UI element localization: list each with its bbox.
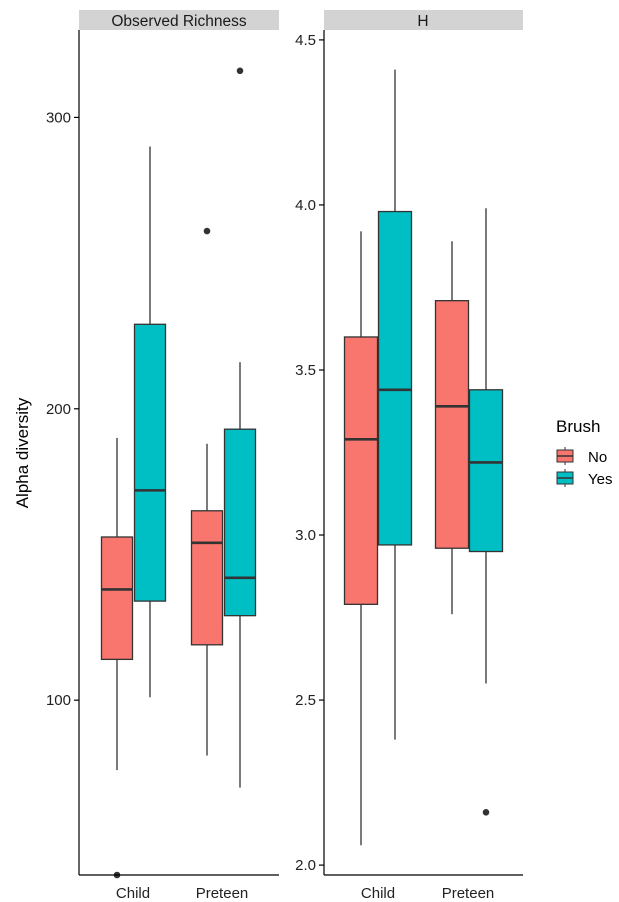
facet-title: Observed Richness — [111, 13, 247, 30]
box-body — [343, 336, 379, 605]
box-body — [434, 300, 470, 549]
y-tick-label: 4.0 — [295, 197, 316, 214]
box-body — [377, 210, 413, 546]
box-preteen-yes — [223, 67, 257, 788]
facet-observed-richness: Observed Richness 100 200 300 Child Pretee… — [46, 10, 279, 902]
box-child-no — [100, 437, 134, 879]
x-tick-label-child: Child — [361, 885, 395, 902]
y-axis-title: Alpha diversity — [13, 397, 32, 508]
facet-strip — [324, 10, 523, 30]
y-tick-label: 2.0 — [295, 857, 316, 874]
outlier-point — [203, 227, 211, 235]
facet-h: H 2.0 2.5 3.0 3.5 4.0 4.5 Child Preteen — [295, 10, 523, 902]
box-child-yes — [133, 146, 167, 698]
y-tick-label: 4.5 — [295, 32, 316, 49]
x-tick-label-child: Child — [116, 885, 150, 902]
box-preteen-no — [190, 227, 224, 756]
legend-title: Brush — [556, 417, 600, 436]
x-tick-label-preteen: Preteen — [196, 885, 249, 902]
box-body — [100, 536, 134, 661]
y-tick-label: 100 — [46, 692, 71, 709]
box-body — [468, 389, 504, 553]
legend-label-no: No — [588, 449, 607, 466]
box-preteen-yes — [468, 208, 504, 816]
box-body — [190, 510, 224, 646]
box-child-yes — [377, 69, 413, 740]
box-body — [223, 428, 257, 617]
legend: Brush No Yes — [556, 417, 612, 488]
y-tick-label: 300 — [46, 109, 71, 126]
y-tick-label: 3.5 — [295, 362, 316, 379]
y-tick-label: 2.5 — [295, 692, 316, 709]
box-body — [133, 323, 167, 602]
outlier-point — [236, 67, 244, 75]
facet-title: H — [417, 13, 428, 30]
y-tick-label: 200 — [46, 401, 71, 418]
legend-key-yes — [556, 469, 574, 487]
x-tick-label-preteen: Preteen — [442, 885, 495, 902]
legend-label-yes: Yes — [588, 471, 612, 488]
box-preteen-no — [434, 241, 470, 615]
y-tick-label: 3.0 — [295, 527, 316, 544]
box-child-no — [343, 231, 379, 846]
outlier-point — [482, 808, 490, 816]
legend-key-no — [556, 447, 574, 465]
facet-strip — [79, 10, 279, 30]
